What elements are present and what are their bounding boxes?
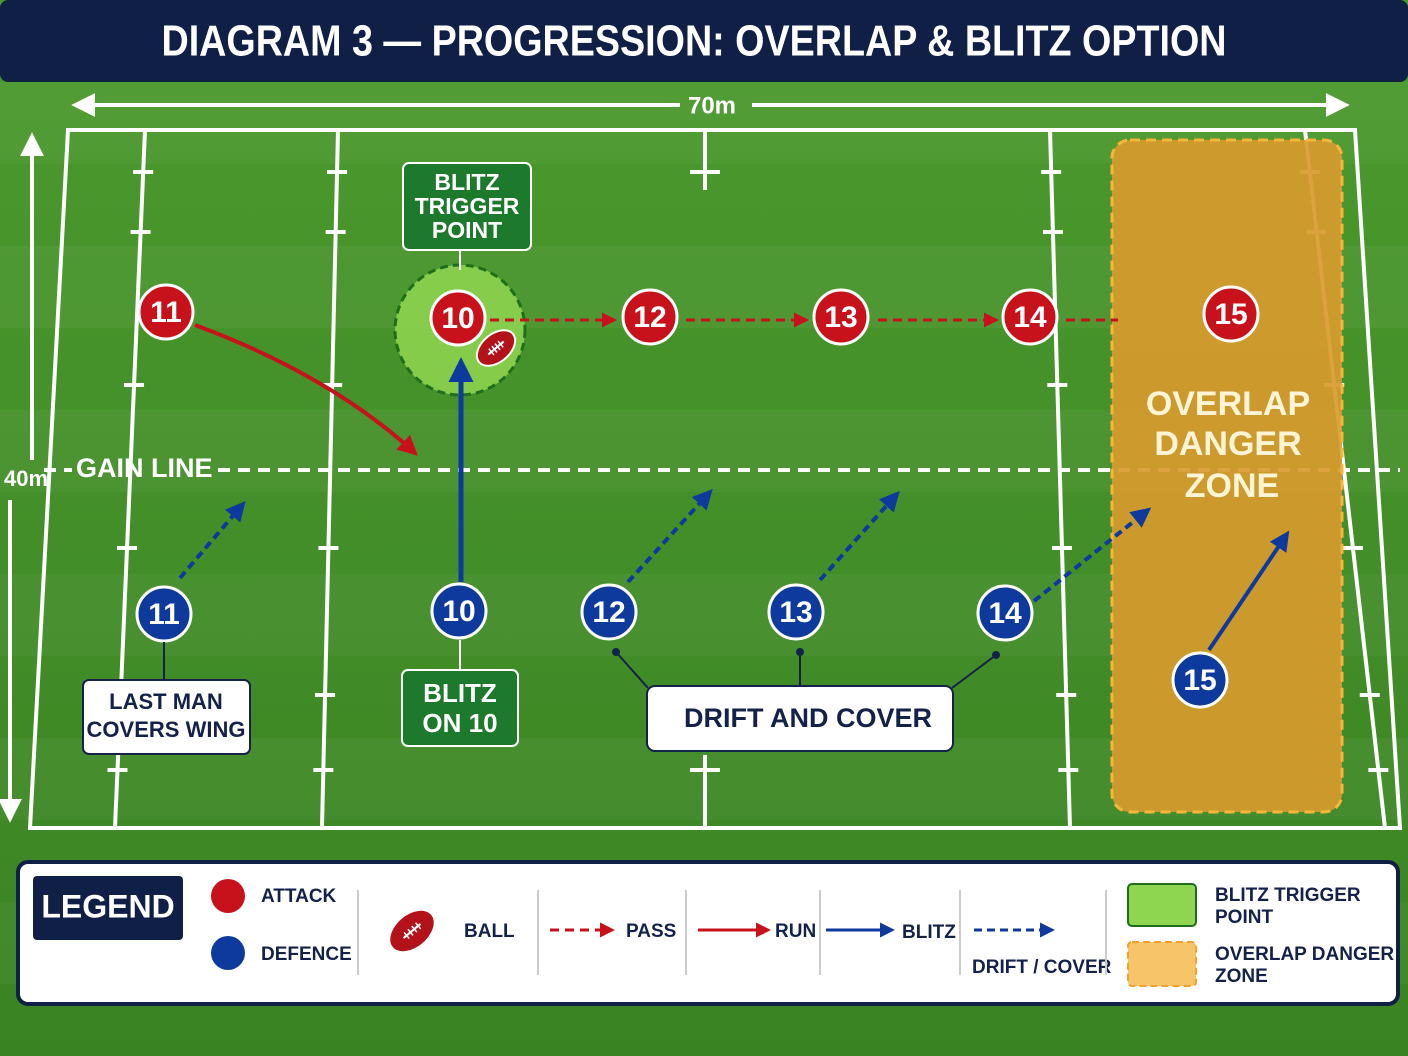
players: 11 10 12 13 14 15 11 10 12 13 14 15 [135,283,1260,709]
legend-label: ZONE [1215,966,1268,987]
defender-number: 15 [1183,664,1216,697]
height-label: 40m [4,466,48,491]
legend-swatch [1127,941,1197,987]
attacker-number: 12 [633,301,666,334]
legend-label: BLITZ [902,922,956,943]
connector-dot [612,648,620,656]
field-line [320,129,340,829]
connector-dot [992,651,1000,659]
title: DIAGRAM 3 — PROGRESSION: OVERLAP & BLITZ… [162,17,1227,66]
zone-label: DANGER [1154,425,1301,463]
defender-number: 10 [442,595,475,628]
legend-label: DRIFT / COVER [972,957,1112,978]
ball [475,329,517,367]
attacker-number: 11 [150,296,182,329]
defender [580,583,638,641]
legend-label: ATTACK [261,886,337,907]
attacker [429,289,487,347]
legend-ball [390,910,434,952]
width-label: 70m [688,92,736,119]
legend-label: BALL [464,921,515,942]
connector-dot [796,648,804,656]
callout-text: TRIGGER [415,193,520,219]
legend-label: DEFENCE [261,944,352,965]
defender-number: 13 [779,596,812,629]
drift-arrow [626,489,713,584]
defender [1171,651,1229,709]
legend-label: PASS [626,921,676,942]
drift-arrow [1032,507,1152,603]
legend-title-box [33,876,183,940]
defender [135,585,193,643]
drift-arrow [178,500,246,580]
legend-label: BLITZ TRIGGER [1215,885,1361,906]
callout-text: ON 10 [422,708,497,738]
legend-title: LEGEND [41,888,174,924]
defender-number: 14 [988,597,1022,630]
attacker-number: 15 [1214,298,1247,331]
defender [767,583,825,641]
defender-number: 11 [148,598,180,631]
legend-label: OVERLAP DANGER [1215,944,1394,965]
callout-text: COVERS WING [87,717,246,742]
callout-text: BLITZ [423,678,497,708]
attacker [137,283,195,341]
defender [976,584,1034,642]
callout-box [646,685,954,752]
callout-box [401,669,519,747]
field-outline [27,128,1403,830]
callout-box [82,679,251,755]
legend-swatch [211,879,245,913]
attacker-number: 14 [1013,301,1047,334]
cover-arrow [1207,530,1290,652]
gain-line-label: GAIN LINE [76,453,213,483]
overlap-zone [1110,138,1344,814]
drift-arrow [818,491,900,582]
legend-swatch [1127,883,1197,927]
attacker [1001,288,1059,346]
run-arrow [194,323,418,456]
zone-label: ZONE [1185,467,1279,505]
legend [16,860,1400,1006]
field-line [1048,129,1072,829]
callout-box [402,162,532,251]
attacker-number: 10 [441,302,474,335]
defender [430,582,488,640]
ball-lace [403,922,422,940]
ball-lace [488,340,504,356]
callout-text: LAST MAN [109,689,223,714]
attacker [1202,285,1260,343]
legend-label: POINT [1215,907,1273,928]
callout-text: BLITZ [434,169,499,195]
defender-number: 12 [592,596,625,629]
attacker [621,288,679,346]
attacker-number: 13 [824,301,857,334]
callout-text: POINT [432,217,502,243]
attacker [812,288,870,346]
title-bar [0,0,1408,82]
legend-label: RUN [775,921,816,942]
callout-text: DRIFT AND COVER [684,703,932,733]
legend-swatch [211,936,245,970]
zone-label: OVERLAP [1146,385,1310,423]
